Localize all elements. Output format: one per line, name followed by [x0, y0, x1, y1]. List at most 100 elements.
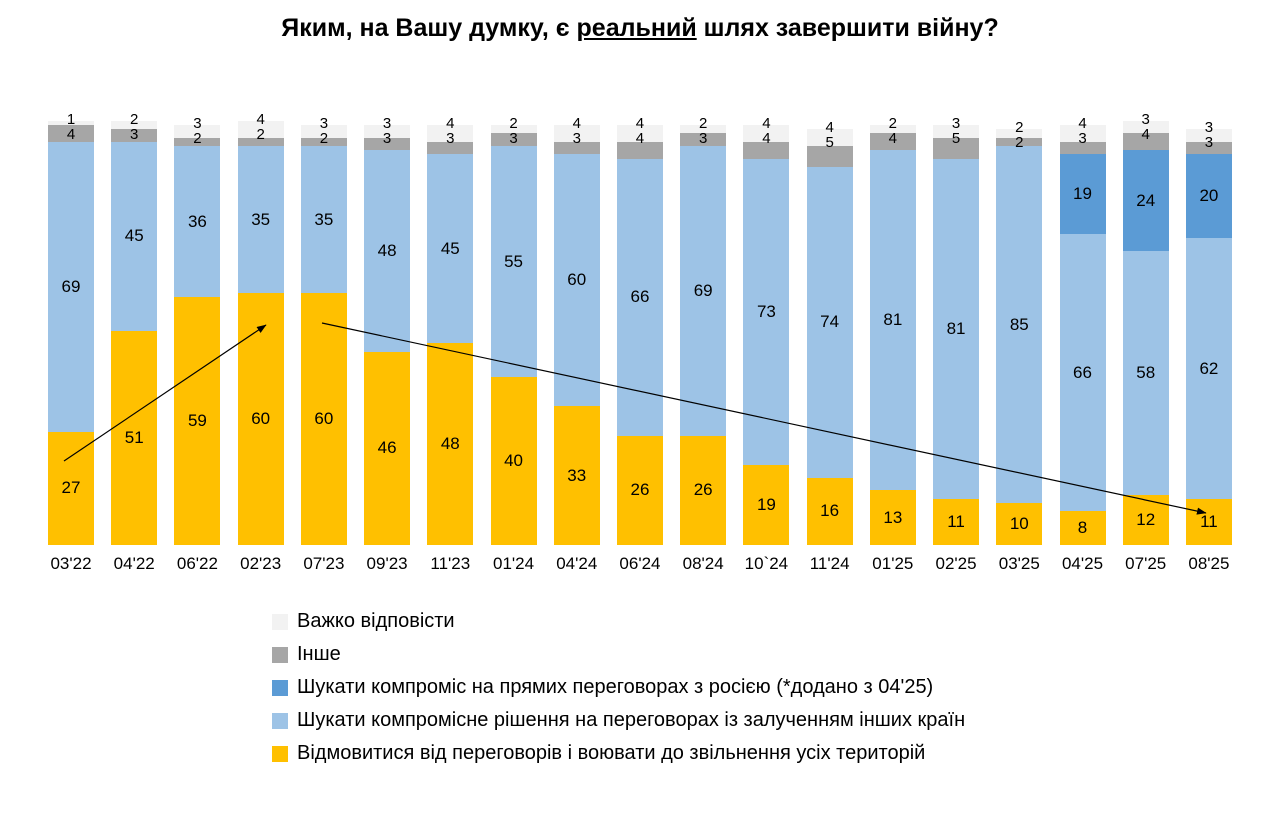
bar-segment	[553, 125, 600, 142]
bar-segment: 33	[553, 406, 600, 545]
segment-value-label: 19	[756, 495, 776, 515]
bar-segment	[48, 125, 94, 142]
bar-slot: 73 19 4 4	[743, 105, 790, 545]
bar-slot: 36 59 3 2	[174, 105, 221, 545]
bar-slot: 81 11 3 5	[933, 105, 980, 545]
segment-value-label: 48	[440, 434, 460, 454]
bar-slot: 20 62 11 3 3	[1185, 105, 1232, 545]
bar-segment: 26	[616, 435, 663, 545]
bar-segment	[869, 125, 916, 134]
title-emphasis: реальний	[576, 14, 697, 42]
bar-slot: 35 60 4 2	[237, 105, 284, 545]
category-label: 11'23	[430, 554, 471, 573]
category-label: 07'25	[1125, 554, 1167, 573]
bar-slot: 69 27 1 4	[48, 105, 94, 545]
category-label: 03'25	[998, 554, 1040, 573]
bar-segment: 11	[1185, 498, 1232, 545]
segment-value-label: 59	[187, 411, 207, 431]
bar-slot: 69 26 2 3	[680, 105, 727, 545]
bar-slot: 74 16 4 5	[806, 105, 853, 545]
category-label: 01'24	[492, 554, 535, 573]
category-label: 08'24	[682, 554, 724, 573]
bar-segment: 11	[933, 498, 980, 545]
bar-segment: 35	[300, 146, 347, 293]
stacked-bar: 66 26	[616, 125, 663, 545]
segment-value-label: 11	[947, 511, 965, 531]
bar-segment: 45	[427, 154, 474, 344]
legend-item: Шукати компромісне рішення на переговора…	[272, 709, 1280, 732]
bar-segment	[48, 120, 94, 126]
category-label: 08'25	[1188, 554, 1230, 573]
segment-value-label: 35	[251, 209, 271, 229]
legend-label: Шукати компромісне рішення на переговора…	[297, 709, 966, 731]
segment-value-label: 85	[1009, 314, 1029, 334]
category-label: 02'25	[935, 554, 977, 573]
segment-value-label: 10	[1009, 514, 1029, 533]
segment-value-label: 12	[1136, 509, 1156, 529]
segment-value-label: 36	[187, 211, 207, 231]
stacked-bar: 35 60	[237, 120, 284, 545]
bar-segment	[427, 125, 474, 142]
bar-segment	[490, 125, 537, 134]
bar-segment	[237, 120, 284, 138]
legend-swatch	[272, 679, 288, 696]
category-label: 02'23	[240, 554, 282, 573]
bar-segment	[364, 125, 411, 138]
segment-value-label: 69	[61, 276, 81, 296]
bar-segment	[1122, 120, 1169, 134]
bar-segment: 16	[806, 477, 853, 545]
bar-slot: 60 33 4 3	[553, 105, 600, 545]
bar-segment: 60	[300, 293, 347, 545]
bar-segment	[553, 141, 600, 155]
stacked-bar: 35 60	[300, 125, 347, 545]
bar-slot: 55 40 2 3	[490, 105, 537, 545]
bar-segment: 74	[806, 167, 853, 478]
bar-segment: 69	[680, 146, 727, 436]
stacked-bar: 36 59	[174, 125, 221, 545]
legend-swatch	[272, 613, 288, 630]
bar-segment: 48	[427, 343, 474, 545]
segment-value-label: 26	[630, 480, 650, 500]
bar-segment	[680, 133, 727, 147]
bar-slot: 81 13 2 4	[869, 105, 916, 545]
bar-slot: 48 46 3 3	[364, 105, 411, 545]
legend-swatch	[272, 712, 288, 729]
segment-value-label: 33	[567, 465, 587, 485]
bar-segment: 35	[237, 146, 284, 293]
bar-segment	[300, 137, 347, 146]
bar-segment: 66	[616, 158, 663, 436]
bar-segment: 81	[869, 150, 916, 491]
bar-segment: 12	[1122, 494, 1169, 545]
segment-value-label: 74	[820, 312, 840, 332]
segment-value-label: 46	[377, 438, 397, 458]
bar-segment: 40	[490, 377, 537, 545]
segment-value-label: 69	[693, 280, 713, 300]
bar-segment: 85	[996, 146, 1043, 503]
stacked-bar: 69 26	[680, 125, 727, 545]
bar-segment: 45	[111, 141, 158, 331]
segment-value-label: 35	[314, 209, 334, 229]
segment-value-label: 16	[820, 501, 840, 521]
bar-segment: 58	[1122, 251, 1169, 495]
stacked-bar: 20 62 11	[1185, 129, 1232, 545]
bar-segment: 19	[743, 465, 790, 545]
legend-swatch	[272, 646, 288, 663]
segment-value-label: 13	[883, 507, 903, 527]
segment-value-label: 60	[314, 409, 334, 428]
bar-segment	[806, 146, 853, 168]
bar-segment: 66	[1059, 234, 1106, 512]
bar-segment: 8	[1059, 511, 1106, 545]
stacked-bar: 69 27	[48, 120, 94, 545]
segment-value-label: 24	[1136, 190, 1156, 210]
bar-segment: 20	[1185, 154, 1232, 239]
bar-segment	[174, 137, 221, 147]
bar-segment	[1059, 141, 1106, 155]
bar-segment	[616, 141, 663, 159]
bar-slot: 24 58 12 3 4	[1122, 105, 1169, 545]
segment-value-label: 66	[630, 287, 650, 307]
bar-segment	[300, 125, 347, 138]
category-label: 07'23	[303, 554, 345, 573]
bar-slot: 66 26 4 4	[616, 105, 663, 545]
segment-value-label: 55	[504, 251, 523, 271]
legend-item: Шукати компроміс на прямих переговорах з…	[272, 676, 1280, 699]
